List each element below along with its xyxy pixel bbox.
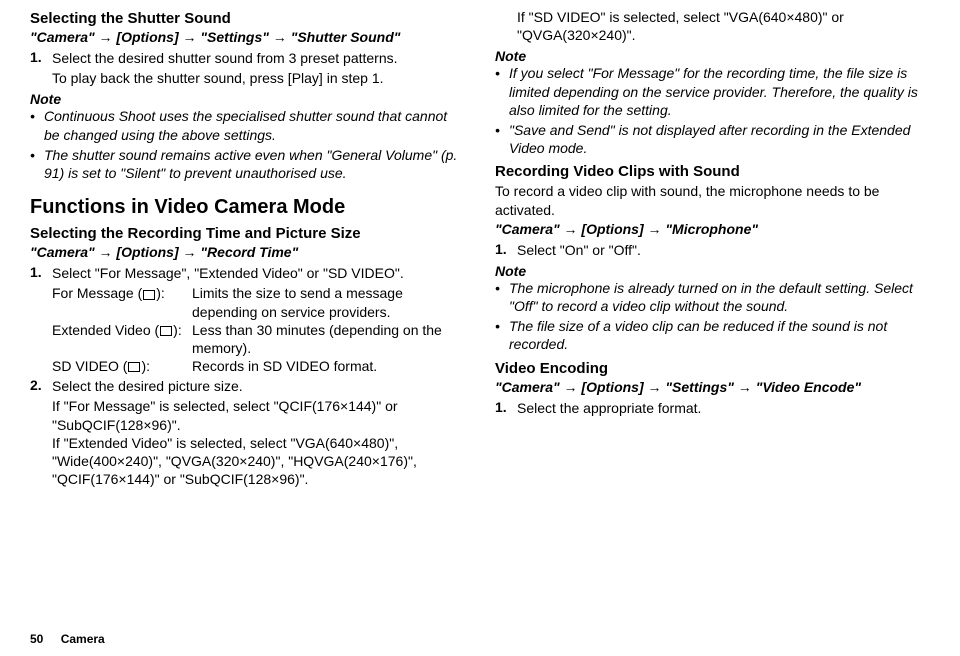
step-text: Select "For Message", "Extended Video" o… <box>52 264 404 282</box>
note-bullet: • The file size of a video clip can be r… <box>495 317 930 353</box>
note-text: The shutter sound remains active even wh… <box>44 146 465 182</box>
step-text: Select the desired shutter sound from 3 … <box>52 49 398 67</box>
note-text: If you select "For Message" for the reco… <box>509 64 930 119</box>
encode-step1: 1. Select the appropriate format. <box>495 399 930 417</box>
microphone-path: "Camera" → [Options] → "Microphone" <box>495 221 930 237</box>
shutter-title: Selecting the Shutter Sound <box>30 10 465 27</box>
step-text: Select "On" or "Off". <box>517 241 641 259</box>
def-term: SD VIDEO (): <box>52 357 192 375</box>
film-icon <box>160 326 172 336</box>
video-step2: 2. Select the desired picture size. <box>30 377 465 395</box>
def-term-post: ): <box>141 358 150 374</box>
bullet-icon: • <box>30 107 44 143</box>
note-bullet: • The microphone is already turned on in… <box>495 279 930 315</box>
msg-icon <box>143 290 155 300</box>
page-footer: 50 Camera <box>30 632 105 646</box>
def-desc: Records in SD VIDEO format. <box>192 357 465 375</box>
record-time-path: "Camera" → [Options] → "Record Time" <box>30 244 465 260</box>
bullet-icon: • <box>495 317 509 353</box>
def-term: Extended Video (): <box>52 321 192 357</box>
step-text: Select the desired picture size. <box>52 377 243 395</box>
continued-text: If "SD VIDEO" is selected, select "VGA(6… <box>517 8 930 44</box>
bullet-icon: • <box>495 121 509 157</box>
record-sound-title: Recording Video Clips with Sound <box>495 163 930 180</box>
recording-subhead: Selecting the Recording Time and Picture… <box>30 225 465 242</box>
record-sound-body: To record a video clip with sound, the m… <box>495 182 930 218</box>
shutter-step1-sub: To play back the shutter sound, press [P… <box>52 69 465 87</box>
step-number: 1. <box>30 264 52 282</box>
def-term: For Message (): <box>52 284 192 320</box>
step-text: Select the appropriate format. <box>517 399 701 417</box>
note-bullet: • Continuous Shoot uses the specialised … <box>30 107 465 143</box>
def-desc: Less than 30 minutes (depending on the m… <box>192 321 465 357</box>
note-bullet: • The shutter sound remains active even … <box>30 146 465 182</box>
note-text: The file size of a video clip can be red… <box>509 317 930 353</box>
note-label: Note <box>495 48 930 64</box>
def-sd-video: SD VIDEO (): Records in SD VIDEO format. <box>52 357 465 375</box>
note-text: "Save and Send" is not displayed after r… <box>509 121 930 157</box>
note-text: Continuous Shoot uses the specialised sh… <box>44 107 465 143</box>
video-encoding-title: Video Encoding <box>495 360 930 377</box>
def-extended-video: Extended Video (): Less than 30 minutes … <box>52 321 465 357</box>
page-number: 50 <box>30 632 43 646</box>
footer-section: Camera <box>61 632 105 646</box>
video-encode-path: "Camera" → [Options] → "Settings" → "Vid… <box>495 379 930 395</box>
bullet-icon: • <box>30 146 44 182</box>
shutter-step1: 1. Select the desired shutter sound from… <box>30 49 465 67</box>
step-number: 1. <box>495 399 517 417</box>
step-number: 1. <box>30 49 52 67</box>
def-term-post: ): <box>173 322 182 338</box>
shutter-path: "Camera" → [Options] → "Settings" → "Shu… <box>30 29 465 45</box>
note-label: Note <box>495 263 930 279</box>
step2-sub2: If "Extended Video" is selected, select … <box>52 434 465 489</box>
def-term-post: ): <box>156 285 165 301</box>
right-column: If "SD VIDEO" is selected, select "VGA(6… <box>495 8 930 488</box>
left-column: Selecting the Shutter Sound "Camera" → [… <box>30 8 465 488</box>
video-mode-heading: Functions in Video Camera Mode <box>30 196 465 219</box>
def-term-pre: Extended Video ( <box>52 322 159 338</box>
bullet-icon: • <box>495 64 509 119</box>
note-bullet: • "Save and Send" is not displayed after… <box>495 121 930 157</box>
note-label: Note <box>30 91 465 107</box>
bullet-icon: • <box>495 279 509 315</box>
page-content: Selecting the Shutter Sound "Camera" → [… <box>0 0 960 488</box>
video-step1: 1. Select "For Message", "Extended Video… <box>30 264 465 282</box>
sd-icon <box>128 362 140 372</box>
step2-sub1: If "For Message" is selected, select "QC… <box>52 397 465 433</box>
note-bullet: • If you select "For Message" for the re… <box>495 64 930 119</box>
def-desc: Limits the size to send a message depend… <box>192 284 465 320</box>
def-term-pre: For Message ( <box>52 285 142 301</box>
note-text: The microphone is already turned on in t… <box>509 279 930 315</box>
step-number: 1. <box>495 241 517 259</box>
mic-step1: 1. Select "On" or "Off". <box>495 241 930 259</box>
step-number: 2. <box>30 377 52 395</box>
def-term-pre: SD VIDEO ( <box>52 358 127 374</box>
def-for-message: For Message (): Limits the size to send … <box>52 284 465 320</box>
